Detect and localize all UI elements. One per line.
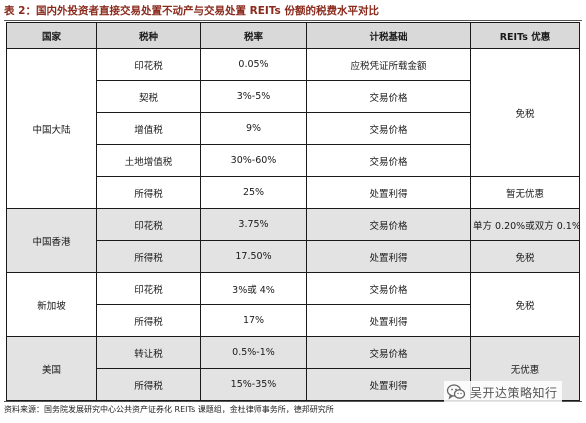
table-caption: 表 2：国内外投资者直接交易处置不动产与交易处置 REITs 份额的税费水平对比 <box>4 5 379 17</box>
table-row: 增值税 9% 交易价格 <box>7 112 580 145</box>
rate-cell: 17% <box>200 304 307 337</box>
basis-cell: 交易价格 <box>306 112 471 145</box>
basis-cell: 处置利得 <box>306 176 471 209</box>
rate-cell: 0.5%-1% <box>200 336 307 369</box>
rate-cell: 3%-5% <box>200 80 307 113</box>
basis-cell: 应税凭证所载金额 <box>306 48 471 81</box>
wechat-icon <box>446 384 466 400</box>
header-tax-type: 税种 <box>96 22 201 49</box>
header-country: 国家 <box>6 22 97 49</box>
source-rule <box>4 401 582 402</box>
country-cell-singapore: 新加坡 <box>6 272 97 337</box>
caption-rule <box>4 20 582 21</box>
preference-cell: 暂无优惠 <box>470 176 580 209</box>
rate-cell: 17.50% <box>200 240 307 273</box>
tax-cell: 印花税 <box>96 272 201 305</box>
country-cell-hongkong: 中国香港 <box>6 208 97 273</box>
basis-cell: 处置利得 <box>306 304 471 337</box>
rate-cell: 3%或 4% <box>200 272 307 305</box>
basis-cell: 交易价格 <box>306 144 471 177</box>
rate-cell: 9% <box>200 112 307 145</box>
tax-cell: 印花税 <box>96 48 201 81</box>
preference-cell: 免税 <box>470 240 580 273</box>
tax-cell: 所得税 <box>96 240 201 273</box>
basis-cell: 处置利得 <box>306 240 471 273</box>
rate-cell: 15%-35% <box>200 368 307 401</box>
tax-cell: 土地增值税 <box>96 144 201 177</box>
table-row: 新加坡 印花税 3%或 4% 交易价格 免税 <box>6 272 580 337</box>
table-row: 所得税 25% 处置利得 暂无优惠 <box>7 176 580 209</box>
country-cell-mainland: 中国大陆 <box>6 48 97 209</box>
tax-cell: 增值税 <box>96 112 201 145</box>
table-row: 所得税 17% 处置利得 <box>7 304 580 337</box>
preference-cell: 单方 0.20%或双方 0.1% <box>470 208 580 241</box>
table-row: 美国 转让税 0.5%-1% 交易价格 无优惠 <box>6 336 580 401</box>
tax-cell: 所得税 <box>96 176 201 209</box>
basis-cell: 交易价格 <box>306 208 471 241</box>
tax-cell: 契税 <box>96 80 201 113</box>
rate-cell: 25% <box>200 176 307 209</box>
header-row: 国家 税种 税率 计税基础 REITs 优惠 <box>6 22 580 49</box>
tax-cell: 转让税 <box>96 336 201 369</box>
header-rate: 税率 <box>200 22 307 49</box>
table-row: 中国大陆 印花税 0.05% 应税凭证所载金额 免税 <box>6 48 580 209</box>
rate-cell: 30%-60% <box>200 144 307 177</box>
watermark-text: 吴开达策略知行 <box>470 385 558 400</box>
watermark: 吴开达策略知行 <box>444 381 562 403</box>
basis-cell: 交易价格 <box>306 80 471 113</box>
source-note: 资料来源：国务院发展研究中心公共资产证券化 REITs 课题组，金杜律师事务所，… <box>4 405 334 414</box>
tax-cell: 印花税 <box>96 208 201 241</box>
preference-cell: 免税 <box>470 272 580 337</box>
tax-cell: 所得税 <box>96 304 201 337</box>
table-row: 中国香港 印花税 3.75% 交易价格 单方 0.20%或双方 0.1% <box>6 208 580 273</box>
basis-cell: 处置利得 <box>306 368 471 401</box>
header-preference: REITs 优惠 <box>470 22 580 49</box>
basis-cell: 交易价格 <box>306 336 471 369</box>
header-basis: 计税基础 <box>306 22 471 49</box>
tax-comparison-table: 国家 税种 税率 计税基础 REITs 优惠 中国大陆 印花税 0.05% 应税… <box>6 22 580 401</box>
table-row: 所得税 17.50% 处置利得 免税 <box>6 240 580 273</box>
rate-cell: 3.75% <box>200 208 307 241</box>
rate-cell: 0.05% <box>200 48 307 81</box>
preference-cell: 免税 <box>470 48 580 177</box>
tax-cell: 所得税 <box>96 368 201 401</box>
country-cell-usa: 美国 <box>6 336 97 401</box>
basis-cell: 交易价格 <box>306 272 471 305</box>
